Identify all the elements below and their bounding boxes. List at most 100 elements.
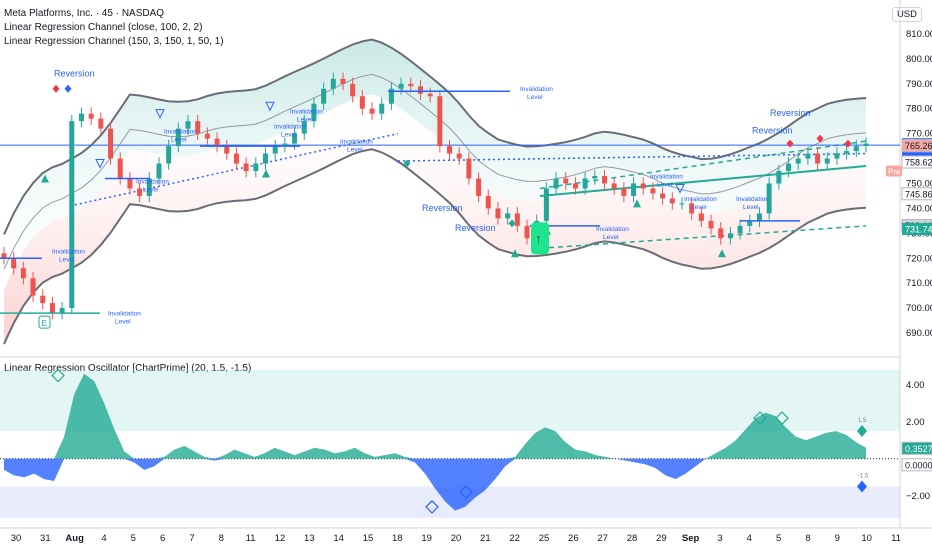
candle-body: [437, 96, 443, 147]
channel-inner-line: [3, 73, 867, 270]
candle-body: [340, 78, 346, 84]
candle-body: [146, 178, 152, 196]
time-tick-label: 10: [861, 533, 872, 544]
invalidation-label: Invalidation: [274, 124, 307, 131]
price-tick-label: 770.00: [906, 129, 932, 140]
time-tick-label: 11: [891, 533, 901, 544]
reversion-label: Reversion: [752, 126, 793, 136]
up-arrow-box: [531, 222, 549, 255]
candle-body: [166, 146, 172, 164]
invalidation-label: Level: [603, 234, 619, 241]
triangle-down-marker: [265, 101, 275, 112]
candle-body: [59, 308, 65, 314]
osc-diamond-marker: [51, 368, 65, 383]
time-tick-label: 5: [776, 533, 781, 544]
time-tick-label: 19: [421, 533, 432, 544]
time-tick-label: 27: [597, 533, 608, 544]
osc-diamond-marker: [425, 500, 439, 514]
price-pane[interactable]: Reversion Reversion Reversion Reversion Reve…: [0, 38, 900, 345]
regression-center-line: [539, 165, 867, 197]
diamond-marker: [816, 134, 824, 143]
time-tick-label: 4: [747, 533, 752, 544]
triangle-up-marker: [511, 249, 519, 258]
invalidation-label: Invalidation: [108, 311, 141, 318]
candle-body: [727, 233, 733, 239]
invalidation-label: Invalidation: [52, 248, 85, 255]
time-tick-label: 8: [219, 533, 224, 544]
candle-body: [766, 183, 772, 214]
osc-value-tag-label: 0.0000: [905, 460, 932, 470]
osc-diamond-marker: [775, 411, 789, 425]
diamond-marker: [64, 84, 72, 93]
invalidation-label: Level: [171, 137, 187, 144]
candle-body: [350, 83, 356, 97]
invalidation-label: Invalidation: [164, 129, 197, 136]
triangle-up-marker: [41, 174, 49, 183]
time-tick-label: 5: [131, 533, 136, 544]
oscillator-pane[interactable]: 1.5 -1.5: [0, 368, 900, 518]
price-tag: [901, 187, 932, 201]
candle-body: [233, 153, 239, 164]
up-arrow-glyph: ↑: [535, 230, 542, 246]
candle-body: [398, 83, 404, 89]
candle-body: [49, 303, 55, 314]
candle-body: [572, 183, 578, 189]
candle-body: [795, 158, 801, 164]
channel-lower-fill: [4, 94, 866, 345]
reversion-label: Reversion: [455, 223, 496, 233]
time-tick-label: 13: [304, 533, 315, 544]
time-tick-label: Aug: [65, 533, 84, 544]
currency-label[interactable]: USD: [891, 7, 922, 22]
time-tick-label: 29: [656, 533, 667, 544]
price-tag: [901, 138, 932, 152]
price-tick-label: 780.00: [906, 104, 932, 115]
invalidation-label: Invalidation: [650, 173, 683, 180]
candle-body: [495, 208, 501, 219]
candle-body: [747, 220, 753, 226]
candle-body: [30, 278, 36, 296]
candle-body: [563, 178, 569, 184]
invalidation-label: Invalidation: [520, 86, 553, 93]
price-tick-label: 800.00: [906, 54, 932, 65]
time-tick-label: 14: [333, 533, 344, 544]
time-tick-label: 9: [835, 533, 840, 544]
candle-body: [78, 113, 84, 122]
osc-threshold-marker: [857, 480, 867, 493]
time-tick-label: 28: [627, 533, 638, 544]
candle-body: [195, 121, 201, 134]
oscillator-axis[interactable]: 4.00 2.00 −2.00 0.3527 0.0000: [901, 380, 932, 502]
osc-diamond-marker: [753, 411, 767, 425]
candle-body: [408, 83, 414, 87]
invalidation-label: Invalidation: [684, 196, 717, 203]
candle-body: [20, 268, 26, 279]
invalidation-label: Level: [115, 319, 131, 326]
candle-body: [253, 163, 259, 172]
candle-body: [137, 188, 143, 196]
price-tick-label: 810.00: [906, 29, 932, 40]
candle-body: [388, 88, 394, 104]
candle-body: [224, 146, 230, 154]
candle-body: [417, 86, 423, 94]
osc-upper-zone: [0, 370, 900, 432]
candle-body: [737, 225, 743, 234]
price-axis[interactable]: 690.00700.00710.00720.00730.00740.00750.…: [886, 29, 932, 339]
candle-body: [282, 143, 288, 147]
time-tick-label: 3: [717, 533, 722, 544]
diamond-marker: [52, 84, 60, 93]
time-tick-label: 12: [275, 533, 286, 544]
candle-body: [756, 213, 762, 221]
price-tag: [902, 222, 932, 235]
osc-positive-area: [4, 373, 866, 459]
candle-body: [786, 163, 792, 172]
diamond-marker: [844, 139, 852, 148]
time-axis[interactable]: 30 31 Aug 4 5 6 7 8 11 12 13 14 15 18 19 20 21 22 25 26 27 28…: [11, 533, 901, 544]
candle-body: [1, 253, 7, 259]
candle-body: [660, 193, 666, 199]
osc-value-tag-label: 0.3527: [905, 444, 932, 454]
candle-body: [853, 146, 859, 152]
candle-body: [592, 176, 598, 179]
osc-diamond-marker: [459, 485, 473, 499]
candle-body: [98, 118, 104, 129]
candle-body: [11, 258, 17, 269]
